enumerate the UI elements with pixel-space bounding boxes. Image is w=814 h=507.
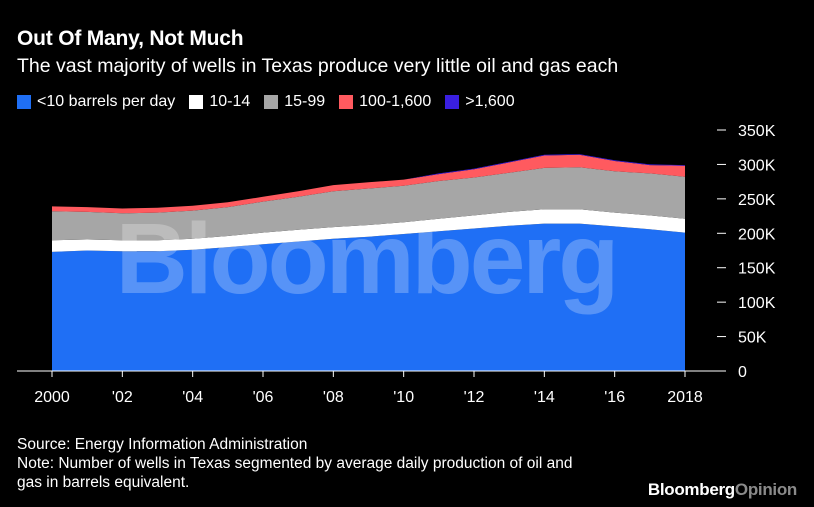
area-series-group: [52, 154, 685, 371]
x-tick-label: '10: [393, 389, 414, 406]
y-tick-label: 50K: [738, 330, 767, 347]
x-tick-label: '08: [323, 389, 344, 406]
brand-main: Bloomberg: [647, 480, 735, 499]
legend-item-lt10: <10 barrels per day: [17, 93, 175, 111]
x-tick-label: 2018: [667, 389, 703, 406]
legend-swatch: [17, 95, 31, 109]
bloomberg-watermark: Bloomberg: [116, 203, 617, 315]
legend: <10 barrels per day 10-14 15-99 100-1,60…: [17, 93, 529, 111]
legend-swatch: [339, 95, 354, 109]
y-tick-label: 150K: [738, 261, 776, 278]
x-tick-label: '02: [112, 389, 133, 406]
footer: Source: Energy Information Administratio…: [17, 435, 572, 492]
x-tick-label: '04: [182, 389, 203, 406]
x-tick-label: 2000: [34, 389, 70, 406]
area-100-1-600: [52, 154, 685, 214]
legend-item-15-99: 15-99: [264, 93, 325, 111]
x-tick-label: '16: [604, 389, 625, 406]
y-axis: 0 50K 100K 150K 200K 250K 300K 350K: [717, 123, 776, 381]
y-tick-label: 100K: [738, 295, 776, 312]
chart-subtitle: The vast majority of wells in Texas prod…: [17, 55, 619, 77]
chart-title: Out Of Many, Not Much: [17, 27, 244, 50]
legend-label: 15-99: [284, 93, 326, 110]
area-15-99: [52, 167, 685, 241]
legend-label: 100-1,600: [359, 93, 432, 110]
note-line-1: Note: Number of wells in Texas segmented…: [17, 455, 573, 472]
x-tick-label: '06: [253, 389, 274, 406]
legend-item-gt1600: >1,600: [445, 93, 515, 111]
area--10-barrels-per-day: [52, 223, 685, 371]
legend-item-100-1600: 100-1,600: [339, 93, 431, 111]
brand-sub: Opinion: [734, 480, 797, 499]
legend-swatch: [189, 95, 204, 109]
x-tick-label: '12: [464, 389, 485, 406]
bloomberg-opinion-logo: BloombergOpinion: [648, 480, 797, 500]
legend-label: >1,600: [465, 93, 515, 110]
y-tick-label: 200K: [738, 226, 776, 243]
legend-label: <10 barrels per day: [37, 93, 176, 110]
legend-swatch: [445, 95, 460, 109]
y-tick-label: 300K: [738, 157, 776, 174]
x-axis: 2000 '02 '04 '06 '08 '10 '12 '14 '16 2018: [17, 370, 720, 406]
y-tick-label: 250K: [738, 192, 776, 209]
y-tick-label: 350K: [738, 123, 776, 140]
note-line-2: gas in barrels equivalent.: [17, 474, 190, 491]
area-10-14: [52, 209, 685, 252]
x-tick-label: '14: [534, 389, 555, 406]
legend-item-10-14: 10-14: [189, 93, 250, 111]
y-tick-label: 0: [738, 364, 747, 381]
legend-label: 10-14: [209, 93, 251, 110]
legend-swatch: [264, 95, 279, 109]
source-note: Source: Energy Information Administratio…: [17, 436, 308, 453]
